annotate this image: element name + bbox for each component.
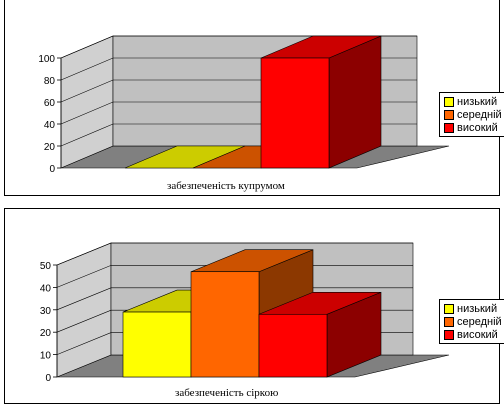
chart-cuprum-plot: 0 20 40 60 80 100	[38, 35, 450, 175]
legend-item-low: низький	[444, 95, 502, 108]
bar-front	[258, 313, 328, 378]
y-tick-label: 60	[44, 98, 56, 109]
x-axis-label-sulfur: забезпеченість сіркою	[175, 387, 279, 399]
legend-item-medium: середній	[444, 315, 502, 328]
chart-side-wall	[60, 35, 114, 169]
legend-swatch-medium	[444, 109, 454, 120]
bar-high	[258, 291, 382, 378]
y-tick-label: 80	[44, 76, 56, 87]
y-tick-label: 10	[40, 351, 52, 362]
legend-label-high: високий	[457, 328, 498, 341]
y-tick-label: 40	[44, 120, 56, 131]
legend-item-medium: середній	[444, 108, 502, 121]
legend-label-medium: середній	[457, 108, 502, 121]
y-tick-label: 30	[40, 306, 52, 317]
bar-side	[328, 35, 382, 169]
legend-sulfur: низький середній високий	[439, 299, 504, 344]
legend-label-high: високий	[457, 121, 498, 134]
legend-swatch-medium	[444, 316, 454, 327]
legend-label-low: низький	[457, 302, 498, 315]
chart-panel-sulfur: 0 10 20 30 40 50 низький середній високий заб…	[4, 208, 504, 404]
x-axis-label-cuprum: забезпеченість купрумом	[167, 180, 285, 192]
bar-front	[260, 57, 330, 169]
y-tick-label: 20	[40, 328, 52, 339]
gridline	[56, 242, 413, 266]
legend-label-low: низький	[457, 95, 498, 108]
chart-panel-cuprum: 0 20 40 60 80 100 низький середній високий за…	[4, 0, 504, 196]
legend-swatch-low	[444, 96, 454, 107]
y-tick-label: 40	[40, 283, 52, 294]
legend-item-high: високий	[444, 328, 502, 341]
y-tick-label: 0	[49, 164, 55, 175]
legend-label-medium: середній	[457, 315, 502, 328]
y-tick-label: 100	[38, 54, 55, 65]
y-tick-label: 20	[44, 142, 56, 153]
chart-side-wall	[56, 242, 112, 378]
y-tick-label: 50	[40, 261, 52, 272]
y-tick-label: 0	[45, 373, 51, 384]
legend-swatch-low	[444, 303, 454, 314]
bar-front	[190, 271, 260, 378]
legend-item-high: високий	[444, 121, 502, 134]
bar-front	[122, 311, 192, 378]
bar-high	[260, 35, 382, 169]
legend-cuprum: низький середній високий	[439, 92, 504, 137]
chart-sulfur-plot: 0 10 20 30 40 50	[40, 242, 450, 384]
legend-swatch-high	[444, 329, 454, 340]
legend-swatch-high	[444, 122, 454, 133]
legend-item-low: низький	[444, 302, 502, 315]
